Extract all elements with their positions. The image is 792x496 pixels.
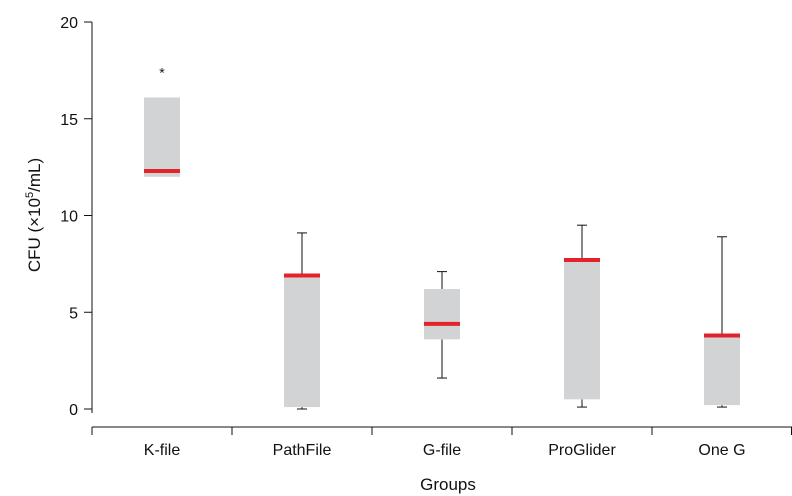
tick-labels: 0 5 10 15 20 K-file PathFile G-file ProGlider One… — [60, 15, 745, 459]
y-tick-label: 0 — [69, 402, 78, 419]
box-marks: * — [144, 64, 740, 410]
box-iqr — [564, 260, 600, 400]
y-axis-title-superscript: 5 — [24, 192, 36, 198]
x-axis-title: Groups — [420, 475, 476, 494]
x-tick-label: G-file — [423, 442, 461, 459]
box-iqr — [704, 335, 740, 406]
y-tick-label: 20 — [60, 15, 78, 32]
y-axis-title: CFU (×105/mL) — [24, 158, 44, 272]
axes — [84, 21, 792, 435]
box-iqr — [144, 97, 180, 177]
outlier-marker: * — [159, 64, 165, 80]
y-tick-label: 10 — [60, 209, 78, 226]
x-tick-label: ProGlider — [548, 442, 616, 459]
y-tick-label: 5 — [69, 305, 78, 322]
y-axis-title-prefix: CFU (×10 — [25, 198, 44, 272]
y-tick-label: 15 — [60, 112, 78, 129]
box-iqr — [424, 289, 460, 340]
box-iqr — [284, 273, 320, 408]
x-tick-label: One G — [698, 442, 745, 459]
y-axis-title-suffix: /mL) — [25, 158, 44, 192]
x-tick-label: K-file — [144, 442, 181, 459]
x-tick-label: PathFile — [273, 442, 332, 459]
